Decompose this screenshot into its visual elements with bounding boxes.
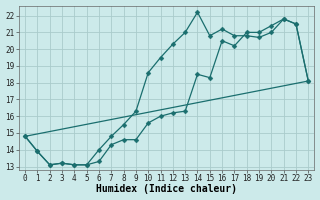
X-axis label: Humidex (Indice chaleur): Humidex (Indice chaleur) <box>96 184 237 194</box>
